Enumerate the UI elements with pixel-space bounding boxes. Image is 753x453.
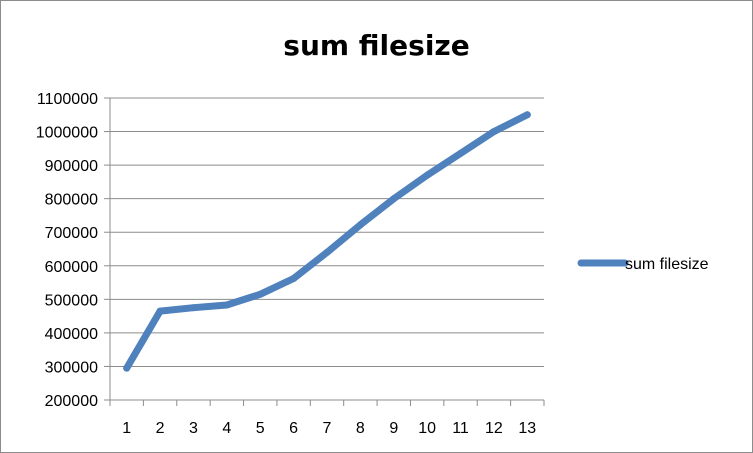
chart-title: sum filesize [283, 29, 470, 62]
axes [104, 97, 545, 406]
data-point [523, 111, 531, 119]
data-point [256, 290, 264, 298]
x-tick-label: 1 [122, 420, 131, 437]
y-tick-labels: 200000 300000 400000 500000 600000 700000 8000… [36, 91, 98, 410]
x-tick-label: 3 [189, 420, 198, 437]
x-tick-label: 9 [389, 420, 398, 437]
data-point [223, 301, 231, 309]
x-tick-label: 11 [452, 420, 469, 437]
y-tick-label: 300000 [45, 359, 98, 376]
data-point [390, 195, 398, 203]
x-tick-label: 10 [418, 420, 436, 437]
y-tick-label: 400000 [45, 326, 98, 343]
legend: sum filesize [577, 256, 709, 273]
gridlines [110, 97, 544, 367]
y-tick-label: 800000 [45, 192, 98, 209]
data-point [290, 275, 298, 283]
x-tick-label: 8 [356, 420, 365, 437]
x-tick-label: 5 [256, 420, 265, 437]
x-tick-labels: 1 2 3 4 5 6 7 8 9 10 11 12 13 [122, 420, 536, 437]
data-point [189, 304, 197, 312]
x-tick-label: 6 [289, 420, 298, 437]
data-point [356, 221, 364, 229]
data-point [457, 149, 465, 157]
x-tick-label: 4 [222, 420, 231, 437]
y-tick-label: 900000 [45, 158, 98, 175]
y-tick-label: 200000 [45, 393, 98, 410]
y-tick-label: 600000 [45, 259, 98, 276]
x-tick-label: 7 [323, 420, 332, 437]
x-tick-label: 13 [518, 420, 536, 437]
legend-label: sum filesize [625, 256, 709, 273]
series-line [123, 111, 531, 372]
x-tick-label: 2 [156, 420, 165, 437]
data-point [323, 248, 331, 256]
series-group [123, 111, 531, 372]
data-point [423, 171, 431, 179]
y-tick-label: 1100000 [37, 91, 98, 108]
y-tick-label: 700000 [45, 225, 98, 242]
x-tick-label: 12 [485, 420, 503, 437]
data-point [490, 128, 498, 136]
data-point [123, 364, 131, 372]
y-tick-label: 500000 [45, 292, 98, 309]
data-point [156, 307, 164, 315]
y-tick-label: 1000000 [36, 125, 98, 142]
